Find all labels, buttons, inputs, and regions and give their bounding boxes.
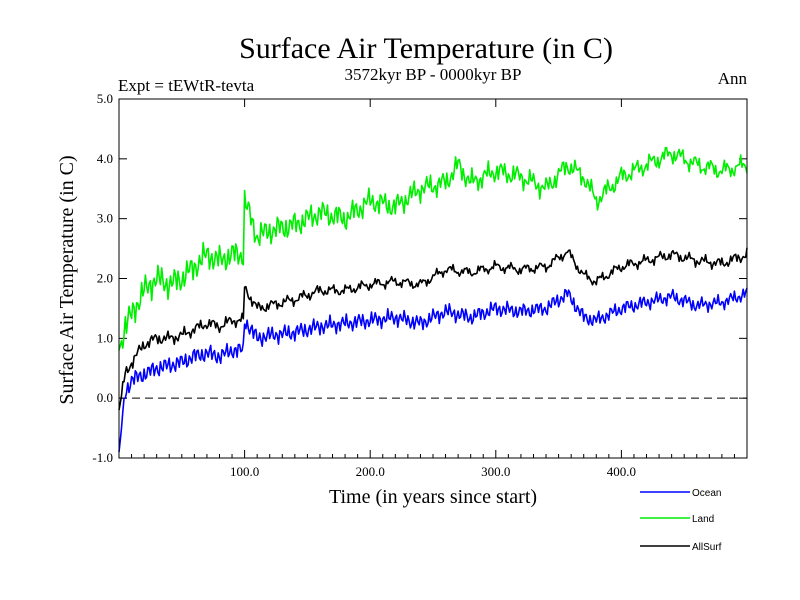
x-tick-label: 400.0	[607, 464, 636, 479]
data-series	[118, 146, 748, 453]
series-line-allsurf	[118, 247, 748, 411]
y-tick-label: 4.0	[97, 151, 113, 166]
x-tick-label: 100.0	[230, 464, 259, 479]
y-tick-label: 0.0	[97, 390, 113, 405]
plot-frame	[118, 98, 748, 459]
y-tick-label: -1.0	[92, 450, 113, 465]
x-axis-label: Time (in years since start)	[329, 486, 537, 508]
legend: Ocean Land AllSurf	[640, 488, 722, 553]
axis-ticks: -1.0 0.0 1.0 2.0 3.0 4.0 5.0 100.0 200.0 300.0 400…	[92, 91, 747, 479]
x-tick-label: 300.0	[481, 464, 510, 479]
series-line-ocean	[118, 287, 748, 453]
chart-title: Surface Air Temperature (in C)	[239, 32, 613, 65]
legend-label-ocean: Ocean	[692, 488, 721, 499]
season-label: Ann	[718, 69, 748, 88]
series-line-land	[118, 146, 748, 351]
legend-label-land: Land	[692, 514, 714, 525]
experiment-label: Expt = tEWtR-tevta	[118, 76, 255, 95]
y-tick-label: 3.0	[97, 211, 113, 226]
legend-label-allsurf: AllSurf	[692, 542, 722, 553]
x-tick-label: 200.0	[356, 464, 385, 479]
chart-subtitle: 3572kyr BP - 0000kyr BP	[345, 65, 522, 84]
y-tick-label: 5.0	[97, 91, 113, 106]
y-axis-label: Surface Air Temperature (in C)	[56, 155, 78, 404]
y-tick-label: 1.0	[97, 330, 113, 345]
y-tick-label: 2.0	[97, 271, 113, 286]
